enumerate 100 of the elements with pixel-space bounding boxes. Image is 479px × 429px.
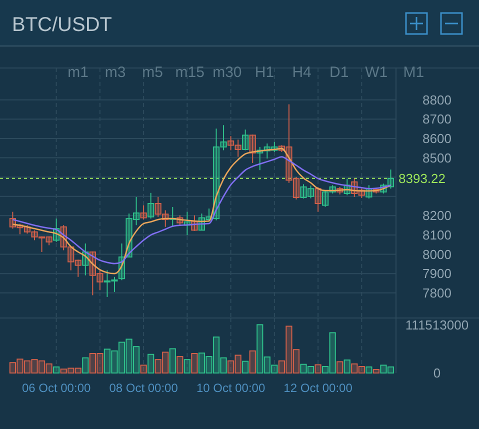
candlestick <box>292 176 300 200</box>
candlestick <box>228 136 234 151</box>
candlestick <box>46 236 52 246</box>
bar <box>212 336 220 374</box>
bar <box>249 350 256 374</box>
bar <box>329 332 336 374</box>
y-tick-label: 8000 <box>422 246 452 262</box>
annotation: H4 <box>292 64 312 81</box>
candlestick <box>148 192 154 220</box>
bar <box>206 356 212 374</box>
bar <box>60 368 67 374</box>
y-tick-label: 8100 <box>422 228 452 243</box>
candlestick <box>74 259 82 278</box>
bar <box>154 359 162 374</box>
annotation: m5 <box>142 64 164 81</box>
bar <box>380 364 387 374</box>
bar <box>74 368 82 374</box>
x-tick-label: 08 Oct 00:00 <box>109 381 178 395</box>
candlestick <box>38 236 46 252</box>
bar <box>24 360 31 374</box>
candlestick <box>286 104 292 184</box>
bar <box>336 361 344 374</box>
bar <box>271 364 278 374</box>
y-tick-label: 7800 <box>422 285 452 300</box>
bar <box>96 353 104 374</box>
candlestick <box>322 190 329 208</box>
bar <box>148 354 154 374</box>
annotation: D1 <box>330 64 349 81</box>
bar <box>132 346 140 374</box>
candlestick <box>307 185 314 199</box>
bar <box>82 357 89 374</box>
bar <box>351 363 358 374</box>
candlestick <box>300 184 307 199</box>
bar <box>191 353 198 374</box>
bar <box>126 338 132 374</box>
bar <box>286 326 292 374</box>
y-tick-label: 8200 <box>422 208 452 224</box>
y-tick-label: 8700 <box>422 112 452 127</box>
bar <box>176 356 184 374</box>
chart-title: BTC/USDT <box>12 14 112 36</box>
bar <box>104 348 111 374</box>
candlestick <box>104 270 111 298</box>
bar <box>234 354 242 374</box>
bar <box>89 353 96 374</box>
bar <box>53 366 60 374</box>
bar <box>162 352 169 374</box>
x-tick-label: 06 Oct 00:00 <box>22 381 91 395</box>
bar <box>322 366 329 374</box>
bar <box>372 369 380 374</box>
bar <box>140 364 147 374</box>
bar <box>169 348 176 374</box>
bar <box>387 366 394 374</box>
bar <box>344 360 350 374</box>
y-tick-label: 8500 <box>422 150 452 166</box>
bar <box>16 358 24 374</box>
x-tick-label: 12 Oct 00:00 <box>284 381 353 395</box>
bar <box>366 366 372 374</box>
candlestick <box>140 204 147 220</box>
text: M1 <box>403 64 424 81</box>
bar <box>358 366 365 374</box>
bar <box>256 324 264 374</box>
bar <box>314 364 322 374</box>
ref-line-label: 8393.22 <box>398 170 446 186</box>
x-tick-label: 10 Oct 00:00 <box>196 381 266 395</box>
bar <box>264 356 270 374</box>
annotation: W1 <box>365 64 388 81</box>
y-tick-label: 111513000 <box>405 317 469 332</box>
annotation: H1 <box>254 64 274 81</box>
bar <box>278 360 285 374</box>
candlestick <box>314 186 322 212</box>
bar <box>300 364 307 374</box>
annotation: m1 <box>68 64 88 81</box>
candlestick <box>132 196 140 226</box>
bar <box>220 357 227 374</box>
candlestick <box>220 124 227 151</box>
candlestick <box>234 139 242 158</box>
bar <box>31 359 38 374</box>
bar <box>198 352 206 374</box>
candlestick <box>96 270 104 291</box>
bar <box>46 363 52 374</box>
y-tick-label: 7900 <box>422 266 452 282</box>
bar <box>68 368 74 374</box>
candlestick <box>31 230 38 241</box>
candlestick <box>111 276 118 292</box>
candlestick <box>154 196 162 218</box>
bar <box>307 366 314 374</box>
bar <box>242 360 249 374</box>
candlestick <box>249 134 256 164</box>
candlestick <box>68 246 74 271</box>
bar <box>111 350 118 374</box>
annotation: m30 <box>212 64 242 81</box>
y-tick-label: 8600 <box>422 131 452 146</box>
candlestick <box>242 129 249 151</box>
annotation: m15 <box>175 64 204 81</box>
bar <box>118 342 126 374</box>
bar <box>9 362 16 374</box>
y-tick-label: 0 <box>433 366 441 381</box>
bar <box>228 360 234 374</box>
bar <box>292 349 300 374</box>
bar <box>184 359 190 374</box>
